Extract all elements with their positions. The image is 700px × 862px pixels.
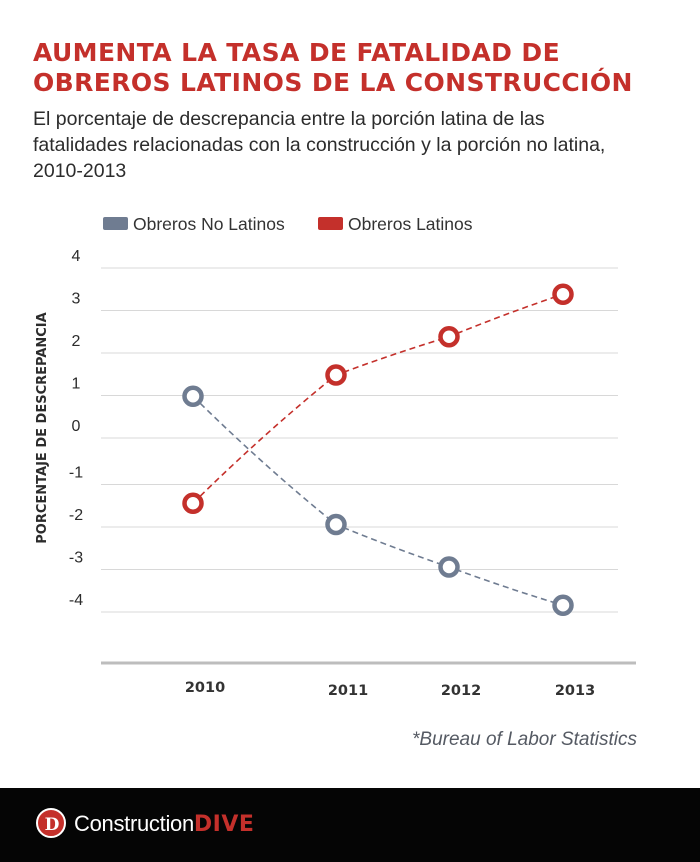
y-axis-label: PORCENTAJE DE DESCREPANCIA <box>35 312 50 543</box>
series-lines <box>192 293 564 607</box>
brand-d-icon: D <box>45 815 60 834</box>
x-tick-label: 2011 <box>328 683 368 699</box>
chart-title: AUMENTA LA TASA DE FATALIDAD DE OBREROS … <box>33 38 633 97</box>
brand-logo-mark[interactable]: D <box>36 808 66 838</box>
x-tick-label: 2013 <box>555 683 595 699</box>
y-axis-ticks: 4 3 2 1 0 -1 -2 -3 -4 <box>69 248 83 609</box>
source-note: *Bureau of Labor Statistics <box>412 729 637 750</box>
data-point <box>182 492 204 514</box>
y-tick-label: 4 <box>72 248 81 265</box>
data-points <box>182 283 574 616</box>
legend-label: Obreros No Latinos <box>133 214 285 234</box>
svg-text:D: D <box>45 815 60 834</box>
legend-label: Obreros Latinos <box>348 214 473 234</box>
line-chart: Obreros No Latinos Obreros Latinos 4 3 2 1 0 -… <box>35 214 636 699</box>
data-point <box>552 283 574 305</box>
brand-name-part1: Construction <box>74 811 194 836</box>
y-tick-label: -1 <box>69 465 83 482</box>
y-tick-label: 1 <box>72 376 81 393</box>
footer-bar: D ConstructionDIVE <box>0 788 700 862</box>
legend-swatch <box>103 217 128 230</box>
x-tick-label: 2012 <box>441 683 481 699</box>
y-tick-label: 2 <box>72 333 81 350</box>
gridlines <box>101 267 618 613</box>
legend-swatch <box>318 217 343 230</box>
data-point <box>552 594 574 616</box>
brand-logo[interactable]: ConstructionDIVE <box>74 811 254 841</box>
data-point <box>325 364 347 386</box>
y-tick-label: -4 <box>69 592 83 609</box>
data-point <box>438 326 460 348</box>
data-point <box>438 556 460 578</box>
y-tick-label: -3 <box>69 550 83 567</box>
x-axis-ticks: 2010 2011 2012 2013 <box>185 680 595 699</box>
legend: Obreros No Latinos Obreros Latinos <box>103 214 473 234</box>
data-point <box>325 513 347 536</box>
brand-name-part2: DIVE <box>193 812 255 837</box>
data-point <box>182 385 204 407</box>
series-line <box>192 293 564 504</box>
chart-subtitle: El porcentaje de descrepancia entre la p… <box>33 108 606 182</box>
series-line <box>192 395 564 607</box>
x-tick-label: 2010 <box>185 680 225 696</box>
y-tick-label: 0 <box>72 418 81 435</box>
y-tick-label: -2 <box>69 507 83 524</box>
y-tick-label: 3 <box>72 291 81 308</box>
